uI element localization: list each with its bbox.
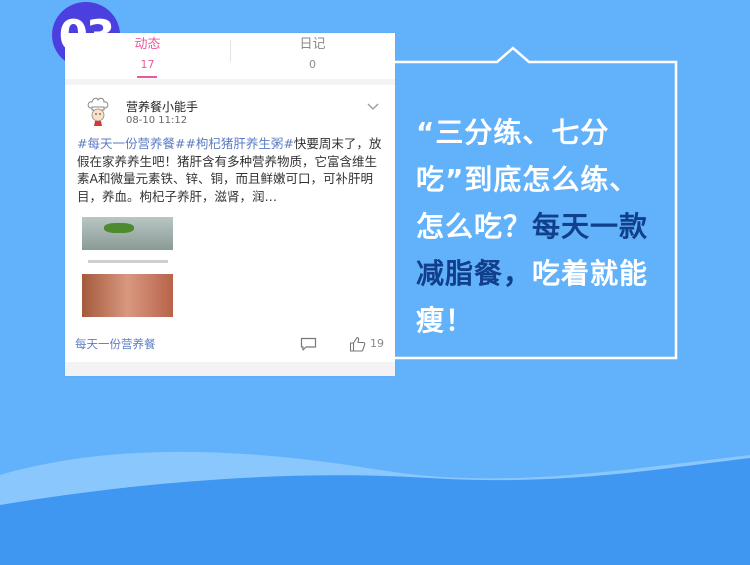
post-text: 快要周末了，放假在家养养生吧！猪肝含有多种营养物质，它富含维生素A和微量元素铁、… <box>77 136 382 204</box>
post-images <box>65 217 395 327</box>
tab-separator <box>230 40 231 62</box>
tab-dynamics-label: 动态 <box>134 37 161 52</box>
tab-diary-count: 0 <box>309 58 316 71</box>
tabs-divider <box>65 79 395 85</box>
post-image-top[interactable] <box>82 217 173 250</box>
slogan-ending: 吃着就能瘦！ <box>416 257 649 337</box>
topic-link[interactable]: 每天一份营养餐 <box>75 337 156 351</box>
card-bottom-bar <box>65 362 395 376</box>
tab-dynamics[interactable]: 动态 17 <box>65 33 230 79</box>
slogan-text: “三分练、七分吃”到底怎么练、怎么吃？每天一款减脂餐，吃着就能瘦！ <box>416 109 666 344</box>
author-name[interactable]: 营养餐小能手 <box>126 100 199 114</box>
post-tag-daily-meal[interactable]: #每天一份营养餐# <box>77 136 186 151</box>
post-card: 动态 17 日记 0 营养餐小能手 08-10 11:12 #每天一份营养餐##… <box>65 33 395 376</box>
post-image-caption <box>82 253 173 273</box>
chef-avatar-icon[interactable] <box>85 97 111 127</box>
tab-diary-label: 日记 <box>299 37 326 52</box>
post-content: #每天一份营养餐##枸杞猪肝养生粥#快要周末了，放假在家养养生吧！猪肝含有多种营… <box>77 135 383 205</box>
profile-tabs: 动态 17 日记 0 <box>65 33 395 79</box>
slogan-highlight: 每天一款减脂餐， <box>416 210 649 290</box>
tab-dynamics-count: 17 <box>140 58 155 71</box>
post-timestamp: 08-10 11:12 <box>126 115 188 126</box>
tab-diary[interactable]: 日记 0 <box>230 33 395 79</box>
post-tag-goji-congee[interactable]: #枸杞猪肝养生粥# <box>185 136 294 151</box>
active-tab-indicator <box>137 76 157 78</box>
post-image-bottom[interactable] <box>82 274 173 317</box>
like-count: 19 <box>370 337 384 350</box>
post-footer: 每天一份营养餐 19 <box>65 333 395 357</box>
comment-icon[interactable] <box>300 337 317 351</box>
thumbs-up-icon[interactable] <box>349 336 366 352</box>
post-header: 营养餐小能手 08-10 11:12 <box>65 93 395 135</box>
slogan-question: “三分练、七分吃”到底怎么练、怎么吃？ <box>416 116 639 243</box>
chevron-down-icon[interactable] <box>367 101 379 113</box>
speech-frame <box>395 46 678 360</box>
